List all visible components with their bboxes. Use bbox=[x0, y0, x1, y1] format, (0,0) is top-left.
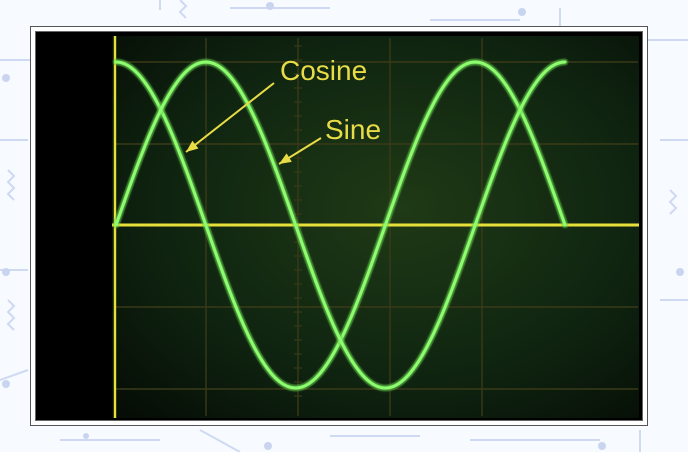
screen-area bbox=[112, 36, 639, 418]
cosine-point bbox=[533, 142, 537, 145]
cosine-label: Cosine bbox=[280, 55, 367, 86]
cosine-point bbox=[264, 364, 268, 368]
sine-point bbox=[234, 82, 238, 86]
cosine-point bbox=[324, 364, 328, 368]
sine-trace bbox=[114, 60, 567, 390]
sine-label: Sine bbox=[325, 114, 381, 145]
cosine-point bbox=[413, 142, 417, 145]
sine-point bbox=[353, 364, 357, 368]
sine-point bbox=[443, 305, 447, 308]
cosine-point bbox=[563, 223, 567, 227]
series-traces bbox=[112, 58, 569, 392]
cosine-point bbox=[174, 142, 178, 145]
sine-point bbox=[383, 386, 387, 390]
sine-point bbox=[324, 305, 328, 308]
cosine-point bbox=[144, 82, 148, 86]
sine-label-arrowhead bbox=[279, 153, 292, 164]
cosine-point bbox=[443, 82, 447, 86]
sine-point bbox=[563, 60, 567, 64]
cosine-point bbox=[383, 223, 387, 227]
oscilloscope-screen: Cosine Sine bbox=[35, 31, 643, 421]
sine-point bbox=[294, 223, 298, 227]
cosine-point bbox=[353, 305, 357, 308]
cosine-point bbox=[503, 82, 507, 86]
cosine-point bbox=[204, 223, 208, 227]
cosine-point bbox=[234, 305, 238, 308]
sine-point bbox=[114, 223, 118, 227]
cosine-label-arrow-line bbox=[185, 82, 275, 153]
sine-point bbox=[144, 142, 148, 145]
cosine-point bbox=[294, 386, 298, 390]
sine-point bbox=[264, 142, 268, 145]
oscilloscope-plot: Cosine Sine bbox=[112, 36, 639, 418]
sine-point bbox=[533, 82, 537, 86]
sine-point bbox=[473, 223, 477, 227]
cosine-point bbox=[473, 60, 477, 64]
legend-annotations: Cosine Sine bbox=[185, 55, 381, 165]
sine-point bbox=[174, 82, 178, 86]
sine-point bbox=[503, 142, 507, 145]
image-frame: Cosine Sine bbox=[30, 26, 648, 426]
axes bbox=[112, 36, 639, 418]
sine-point bbox=[413, 364, 417, 368]
cosine-point bbox=[114, 60, 118, 64]
cosine-label-arrowhead bbox=[186, 140, 199, 152]
sine-point bbox=[204, 60, 208, 64]
